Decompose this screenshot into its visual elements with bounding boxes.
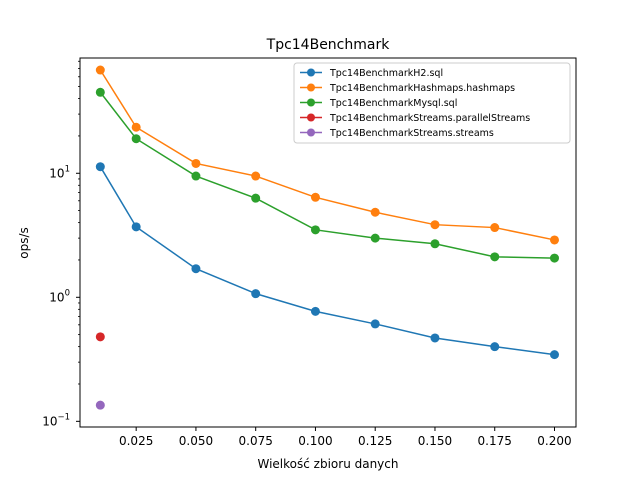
axes: 0.025 0.050 0.075 0.100 0.125 0.150 0.175 0.200… — [42, 60, 572, 448]
data-point-0-7 — [490, 342, 500, 352]
x-tick-label-6: 0.175 — [478, 434, 512, 448]
legend-box — [293, 62, 571, 144]
x-tick-label-1: 0.050 — [179, 434, 213, 448]
legend-label-0: Tpc14BenchmarkH2.sql — [329, 68, 443, 79]
x-tick-label-2: 0.075 — [239, 434, 273, 448]
data-point-1-1 — [131, 122, 141, 132]
data-point-0-3 — [251, 289, 261, 299]
data-point-0-1 — [131, 222, 141, 232]
data-point-2-1 — [131, 134, 141, 144]
data-point-0-2 — [191, 264, 201, 274]
x-tick-label-5: 0.150 — [418, 434, 452, 448]
data-point-2-3 — [251, 193, 261, 203]
data-point-1-6 — [430, 220, 440, 230]
series-1 — [95, 65, 559, 245]
series-4 — [95, 400, 105, 410]
legend-label-2: Tpc14BenchmarkMysql.sql — [329, 98, 457, 109]
x-axis-label: Wielkość zbioru danych — [257, 457, 398, 471]
x-tick-label-4: 0.125 — [358, 434, 392, 448]
data-point-0-4 — [310, 306, 320, 316]
data-point-1-0 — [95, 65, 105, 75]
data-point-2-8 — [549, 253, 559, 263]
data-point-0-5 — [370, 319, 380, 329]
plot-frame — [79, 57, 577, 428]
data-point-1-2 — [191, 158, 201, 168]
legend-marker-3 — [307, 113, 315, 122]
legend-label-3: Tpc14BenchmarkStreams.parallelStreams — [329, 113, 530, 124]
chart-title: Tpc14Benchmark — [266, 37, 391, 53]
legend-marker-1 — [307, 83, 315, 92]
series-3 — [95, 332, 105, 342]
data-point-4-0 — [95, 400, 105, 410]
data-point-1-8 — [549, 235, 559, 245]
data-point-2-2 — [191, 171, 201, 181]
series-2 — [95, 87, 559, 263]
data-point-2-4 — [310, 225, 320, 235]
data-point-3-0 — [95, 332, 105, 342]
x-tick-label-3: 0.100 — [298, 434, 332, 448]
x-tick-label-7: 0.200 — [537, 434, 571, 448]
legend-marker-2 — [307, 98, 315, 107]
legend-marker-4 — [307, 128, 315, 137]
data-point-1-4 — [310, 192, 320, 202]
data-point-0-0 — [95, 162, 105, 172]
data-point-1-5 — [370, 207, 380, 217]
plot-area — [95, 65, 559, 410]
data-point-1-3 — [251, 171, 261, 181]
legend-label-4: Tpc14BenchmarkStreams.streams — [329, 128, 494, 139]
data-point-2-0 — [95, 87, 105, 97]
data-point-2-7 — [490, 252, 500, 262]
y-axis-label: ops/s — [17, 227, 31, 259]
data-point-2-5 — [370, 233, 380, 243]
x-tick-label-0: 0.025 — [119, 434, 153, 448]
data-point-2-6 — [430, 239, 440, 249]
legend-label-1: Tpc14BenchmarkHashmaps.hashmaps — [329, 83, 515, 94]
data-point-0-8 — [549, 350, 559, 360]
data-point-0-6 — [430, 333, 440, 343]
legend: Tpc14BenchmarkH2.sql Tpc14BenchmarkHashma… — [293, 62, 571, 144]
series-0 — [95, 162, 559, 360]
data-point-1-7 — [490, 223, 500, 233]
legend-marker-0 — [307, 68, 315, 77]
